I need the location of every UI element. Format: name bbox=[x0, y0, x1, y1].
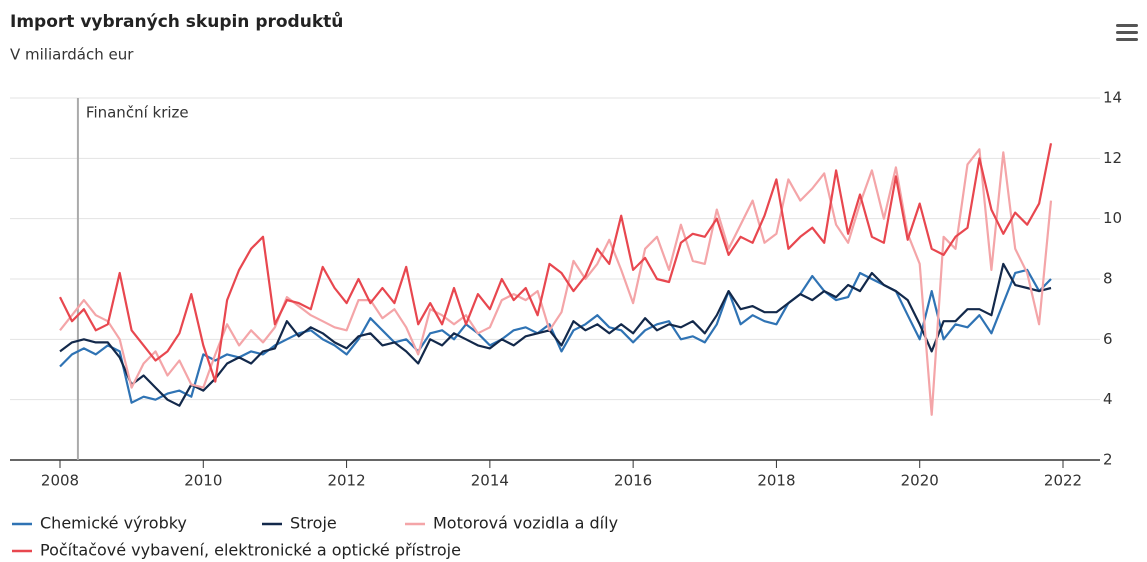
menu-bar[interactable] bbox=[1116, 24, 1138, 27]
annotation-label: Finanční krize bbox=[86, 104, 189, 122]
chart-subtitle: V miliardách eur bbox=[10, 46, 134, 64]
y-tick-label: 8 bbox=[1103, 270, 1113, 288]
y-tick-label: 14 bbox=[1103, 89, 1122, 107]
y-tick-label: 10 bbox=[1103, 209, 1122, 227]
y-tick-label: 12 bbox=[1103, 149, 1122, 167]
series-line bbox=[59, 148, 1053, 416]
menu-icon[interactable] bbox=[1116, 24, 1138, 41]
x-tick-label: 2022 bbox=[1044, 472, 1082, 490]
y-tick-label: 2 bbox=[1103, 451, 1113, 469]
y-tick-label: 6 bbox=[1103, 330, 1113, 348]
x-tick-label: 2012 bbox=[327, 472, 365, 490]
series-line bbox=[59, 143, 1053, 383]
legend-label: Motorová vozidla a díly bbox=[433, 514, 618, 533]
legend-label: Počítačové vybavení, elektronické a opti… bbox=[40, 541, 461, 560]
x-tick-label: 2020 bbox=[901, 472, 939, 490]
x-tick-label: 2018 bbox=[757, 472, 795, 490]
y-tick-label: 4 bbox=[1103, 390, 1113, 408]
legend-label: Stroje bbox=[290, 514, 337, 533]
x-tick-label: 2014 bbox=[471, 472, 509, 490]
menu-bar[interactable] bbox=[1116, 38, 1138, 41]
legend-label: Chemické výrobky bbox=[40, 514, 187, 533]
series-line bbox=[59, 262, 1052, 407]
menu-bar[interactable] bbox=[1116, 31, 1138, 34]
chart-title: Import vybraných skupin produktů bbox=[10, 10, 343, 32]
x-tick-label: 2010 bbox=[184, 472, 222, 490]
x-tick-label: 2016 bbox=[614, 472, 652, 490]
x-tick-label: 2008 bbox=[41, 472, 79, 490]
